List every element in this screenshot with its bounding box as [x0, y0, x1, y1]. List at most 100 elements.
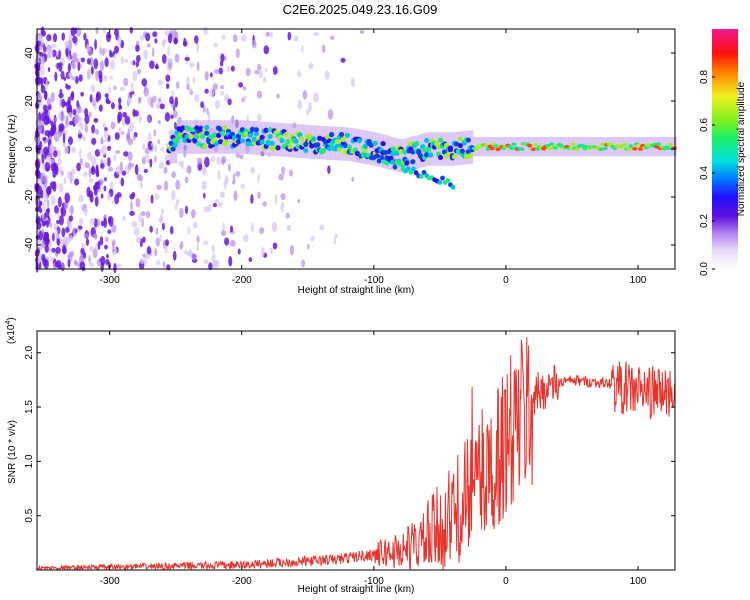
noise-speck: [230, 239, 236, 247]
noise-speck: [88, 190, 94, 199]
noise-speck: [214, 198, 220, 204]
noise-speck: [297, 198, 301, 204]
noise-speck: [42, 200, 46, 211]
noise-speck: [143, 256, 147, 266]
noise-speck: [215, 260, 220, 268]
noise-speck: [94, 38, 97, 50]
noise-speck: [58, 50, 61, 60]
noise-speck: [99, 178, 104, 186]
band-branch-blob: [384, 160, 390, 166]
noise-speck: [110, 121, 116, 130]
noise-speck: [171, 190, 176, 201]
noise-speck: [161, 40, 166, 48]
noise-speck: [139, 182, 144, 189]
noise-speck: [122, 215, 126, 221]
noise-speck: [175, 179, 181, 190]
noise-speck: [174, 203, 178, 211]
band-blob: [404, 160, 410, 166]
noise-speck: [175, 31, 179, 39]
snr-panel: -300 -200 -100 0 100 0.5 1.0 1.5 2.0 Height of …: [5, 317, 676, 595]
noise-speck: [145, 32, 151, 42]
noise-speck: [134, 226, 140, 237]
band-blob: [424, 137, 430, 144]
noise-speck: [57, 196, 62, 208]
band-halo: [264, 121, 268, 156]
band-blob: [184, 133, 190, 140]
noise-speck: [235, 48, 240, 59]
noise-speck: [50, 92, 55, 103]
noise-speck: [58, 214, 64, 226]
band-blob: [416, 148, 422, 154]
band-blob: [219, 130, 226, 136]
noise-speck: [262, 77, 267, 83]
noise-speck: [161, 222, 165, 231]
x-tick-label: -100: [364, 576, 384, 587]
band-halo: [599, 137, 603, 157]
noise-speck: [272, 66, 278, 75]
spectrogram-y-ticks: -40 -20 0 20 40: [24, 47, 675, 252]
noise-speck: [43, 109, 49, 114]
band-halo: [451, 132, 455, 166]
noise-speck: [216, 156, 221, 166]
band-halo: [274, 122, 278, 157]
noise-speck: [78, 225, 83, 230]
snr-y-axis-label: SNR (10 * v/v): [7, 420, 18, 484]
noise-speck: [154, 144, 158, 153]
band-branch-blob: [389, 159, 395, 165]
noise-speck: [41, 240, 46, 249]
band-halo: [441, 132, 445, 166]
noise-speck: [46, 34, 52, 42]
noise-speck: [172, 250, 177, 261]
noise-speck: [111, 224, 117, 233]
noise-speck: [138, 213, 142, 224]
y-tick-label: 40: [24, 47, 35, 59]
noise-speck: [123, 151, 129, 157]
band-halo: [406, 137, 410, 172]
noise-speck: [212, 83, 218, 91]
band-blob: [253, 131, 259, 137]
noise-speck: [46, 154, 51, 163]
noise-speck: [261, 246, 265, 257]
noise-speck: [233, 190, 238, 202]
noise-speck: [104, 244, 108, 250]
noise-speck: [47, 67, 51, 72]
noise-speck: [88, 166, 92, 178]
band-blob: [208, 133, 214, 140]
band-blob: [531, 147, 537, 152]
noise-speck: [264, 68, 268, 73]
band-blob: [665, 146, 671, 151]
noise-speck: [61, 244, 67, 255]
colorbar: 0.0 0.2 0.4 0.6 0.8 Normalized spectral ampl…: [699, 29, 747, 276]
band-blob: [362, 143, 368, 149]
noise-speck: [228, 255, 233, 267]
noise-speck: [195, 42, 199, 54]
noise-speck: [219, 191, 225, 199]
noise-speck: [111, 246, 118, 256]
x-tick-label: 100: [630, 576, 647, 587]
noise-speck: [69, 250, 75, 257]
band-branch-blob: [440, 175, 445, 181]
noise-speck: [46, 199, 50, 209]
noise-speck: [57, 62, 63, 67]
noise-speck: [104, 213, 108, 219]
noise-speck: [143, 87, 150, 97]
noise-speck: [146, 43, 151, 48]
noise-speck: [204, 88, 209, 94]
band-blob: [212, 132, 218, 139]
noise-speck: [146, 245, 152, 255]
noise-speck: [251, 39, 257, 49]
noise-speck: [113, 45, 120, 54]
noise-speck: [209, 88, 215, 98]
noise-speck: [103, 130, 109, 139]
x-tick-label: -200: [232, 576, 252, 587]
band-halo: [604, 137, 608, 157]
band-blob: [253, 127, 259, 133]
noise-speck: [121, 131, 125, 136]
noise-speck: [61, 98, 66, 108]
band-blob: [317, 135, 323, 141]
noise-speck: [157, 79, 163, 86]
noise-speck: [160, 208, 164, 215]
noise-speck: [310, 235, 315, 242]
noise-speck: [45, 117, 51, 125]
noise-speck: [68, 120, 74, 126]
